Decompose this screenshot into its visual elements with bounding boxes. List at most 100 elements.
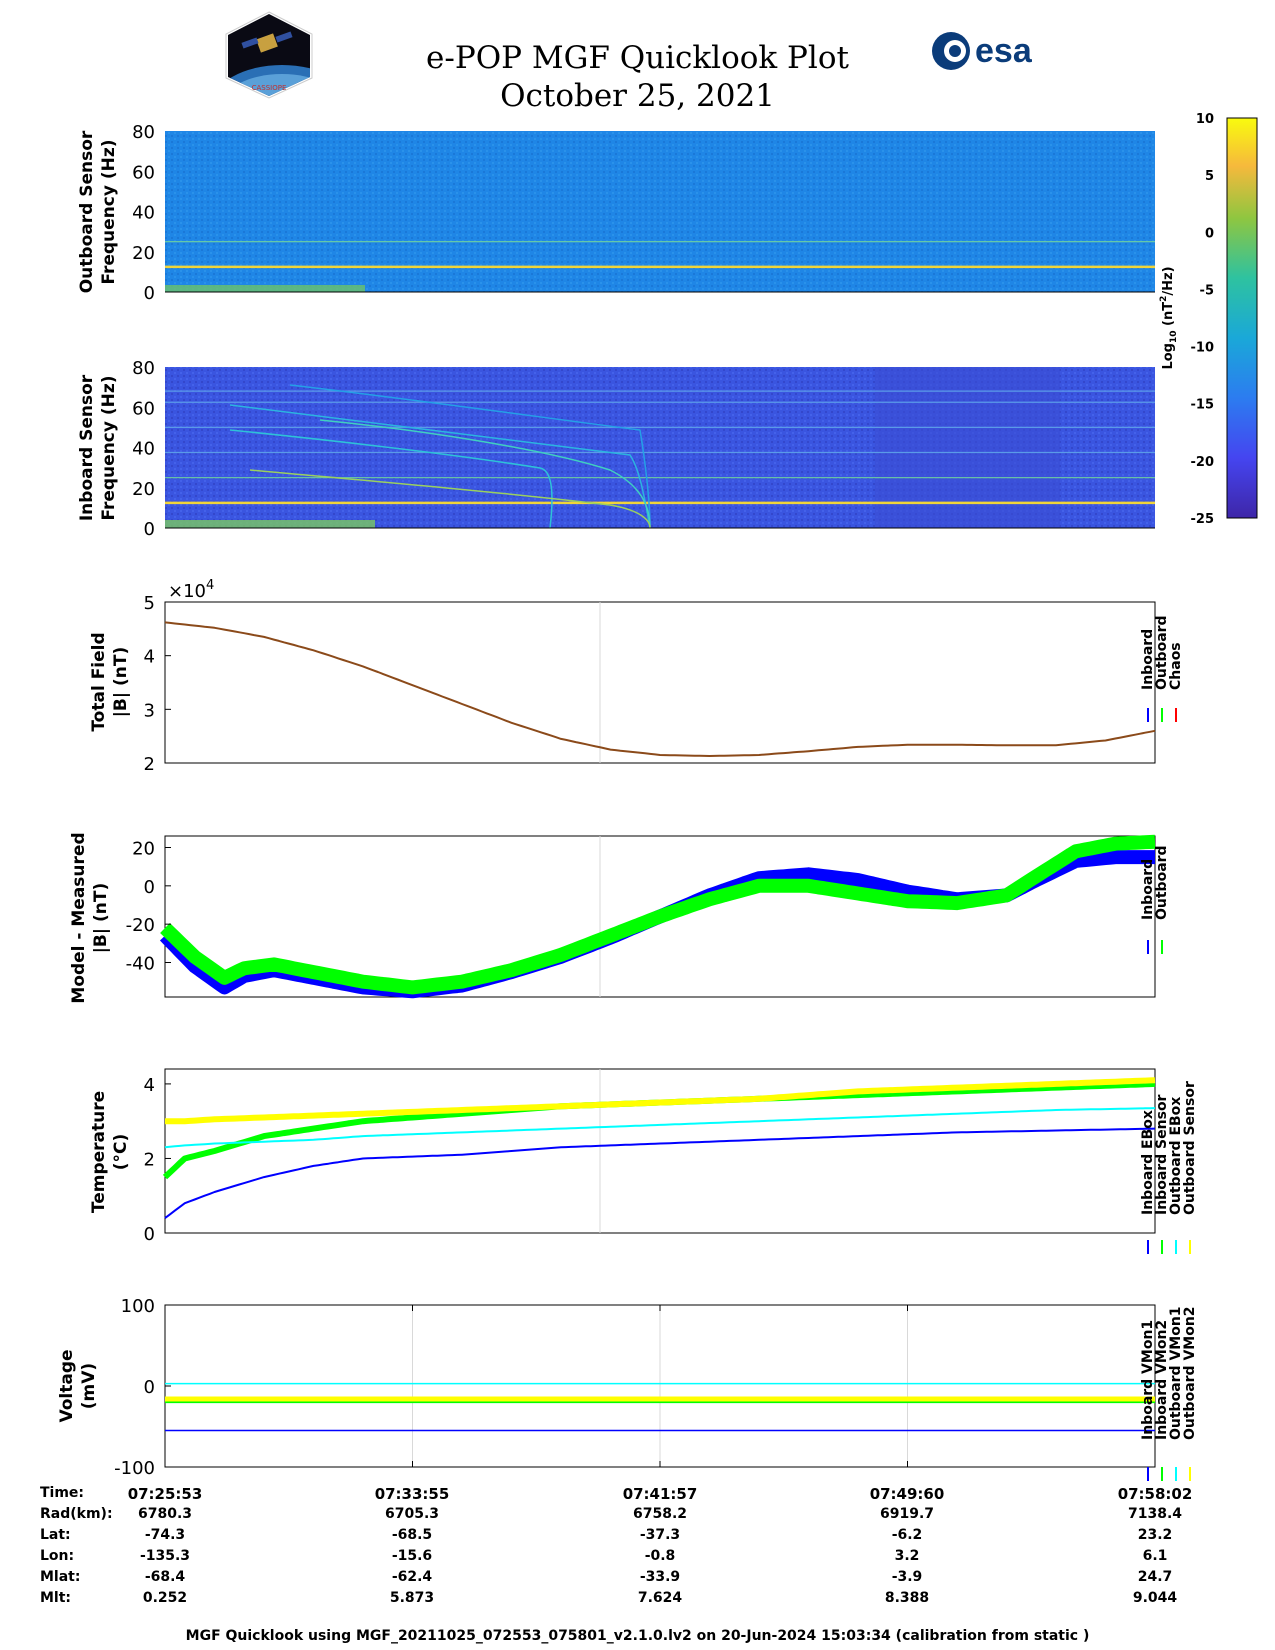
ephem-label-lat: Lat:: [40, 1527, 71, 1543]
ephem-lat-value: -6.2: [891, 1527, 923, 1543]
ephem-time-value: 07:25:53: [127, 1485, 203, 1503]
page-title-line1: e-POP MGF Quicklook Plot: [426, 40, 849, 76]
model-measured-panel: 20 0 -20 -40 Model - Measured |B| (nT) Inbo…: [69, 832, 1170, 1003]
voltage-legend-label: Inboard VMon2: [1154, 1320, 1170, 1440]
esa-logo-text: esa: [975, 32, 1032, 70]
outboard-ytick-label: 20: [132, 243, 155, 264]
total-field-ytick-label: 5: [144, 593, 155, 614]
ephem-mlt-value: 9.044: [1132, 1590, 1178, 1606]
ephem-mlat-value: -33.9: [639, 1569, 681, 1585]
colorbar-tick-label: -10: [1191, 341, 1215, 356]
ephem-rad-value: 7138.4: [1127, 1506, 1183, 1522]
outboard-spectrogram-field: [165, 131, 1155, 292]
inboard-ytick-label: 40: [132, 439, 155, 460]
ephem-time-value: 07:49:60: [869, 1485, 945, 1503]
model-measured-ylabel-line1: Model - Measured: [69, 832, 89, 1003]
ephem-time-value: 07:33:55: [374, 1485, 450, 1503]
ephem-mlt-value: 5.873: [389, 1590, 435, 1606]
cassiope-logo-text: CASSIOPE: [252, 84, 287, 92]
ephem-lon-value: -135.3: [139, 1548, 191, 1564]
colorbar-tick-label: -15: [1191, 398, 1215, 413]
total-field-exponent: ×104: [168, 578, 214, 602]
ephem-mlat-value: -68.4: [144, 1569, 186, 1585]
ephem-lat-value: 23.2: [1137, 1527, 1173, 1543]
voltage-ylabel-line2: (mV): [79, 1363, 99, 1409]
outboard-low-freq-band: [165, 285, 365, 292]
inboard-low-freq-band: [165, 520, 375, 528]
temperature-legend-label: Inboard Sensor: [1154, 1094, 1170, 1215]
outboard-spectrogram: 0 20 40 60 80 Outboard Sensor Frequency (Hz): [77, 122, 1155, 304]
inboard-ylabel-line2: Frequency (Hz): [99, 375, 119, 520]
model-measured-ytick-label: 0: [144, 877, 155, 898]
temperature-panel: 0 2 4 Temperature (°C) Inboard EBoxInboard…: [89, 1068, 1198, 1254]
total-field-legend-label: Chaos: [1168, 642, 1184, 690]
ephem-mlat-value: 24.7: [1137, 1569, 1173, 1585]
total-field-panel: 2 3 4 5 ×104 Total Field |B| (nT) InboardOu…: [89, 578, 1184, 775]
whistler-trace-2: [229, 404, 651, 529]
total-field-legend-label: Inboard: [1140, 629, 1156, 690]
inboard-whistler-traces: [229, 384, 651, 529]
colorbar-label: Log10 (nT2/Hz): [1159, 266, 1179, 369]
model-measured-ytick-label: 20: [132, 839, 155, 860]
voltage-ylabel-line1: Voltage: [57, 1349, 77, 1422]
total-field-legend-label: Outboard: [1154, 615, 1170, 690]
colorbar-tick-label: -25: [1191, 512, 1215, 527]
ephem-mlt-value: 8.388: [884, 1590, 930, 1606]
total-field-axes: [164, 601, 1156, 764]
ephem-lon-value: -15.6: [391, 1548, 433, 1564]
temperature-legend-label: Outboard Sensor: [1182, 1081, 1198, 1215]
colorbar-tick-label: -20: [1191, 455, 1215, 470]
ephem-mlat-value: -3.9: [891, 1569, 923, 1585]
ephem-label-mlt: Mlt:: [40, 1590, 72, 1606]
inboard-spectrogram: 0 20 40 60 80 Inboard Sensor Frequency (Hz): [77, 358, 1155, 540]
voltage-ytick-label: 100: [121, 1296, 155, 1317]
inboard-ytick-label: 0: [144, 519, 155, 540]
ephem-rad-value: 6780.3: [137, 1506, 193, 1522]
inboard-ytick-label: 80: [132, 358, 155, 379]
inboard-quiet-band: [875, 367, 1060, 528]
ephem-lat-value: -74.3: [144, 1527, 186, 1543]
model-measured-legend-label: Inboard: [1140, 859, 1156, 920]
total-field-ylabel-line1: Total Field: [89, 632, 109, 731]
temperature-axes: [164, 1068, 1156, 1234]
temperature-series-3: [165, 1077, 1156, 1125]
model-measured-legend-label: Outboard: [1154, 845, 1170, 920]
model-measured-ylabel-line2: |B| (nT): [91, 883, 111, 954]
voltage-legend-label: Outboard VMon2: [1182, 1306, 1198, 1440]
cassiope-logo: CASSIOPE: [225, 11, 313, 99]
total-field-ytick-label: 3: [144, 700, 155, 721]
ephem-lon-value: -0.8: [644, 1548, 676, 1564]
temperature-ylabel-line2: (°C): [111, 1134, 131, 1171]
whistler-trace-1: [229, 429, 553, 529]
model-measured-series-outboard: [160, 834, 1157, 995]
model-measured-ytick-label: -40: [126, 954, 155, 975]
ephem-lat-value: -37.3: [639, 1527, 681, 1543]
colorbar-tick-label: 10: [1196, 112, 1214, 127]
ephem-rad-value: 6919.7: [879, 1506, 935, 1522]
total-field-ytick-label: 4: [144, 647, 155, 668]
voltage-legend-label: Outboard VMon1: [1168, 1306, 1184, 1440]
colorbar-tick-label: 0: [1205, 226, 1214, 241]
voltage-panel: 100 0 -100 Voltage (mV) Inboard VMon1Inboa…: [57, 1296, 1198, 1481]
temperature-ylabel-line1: Temperature: [89, 1091, 109, 1213]
colorbar: 10 5 0 -5 -10 -15 -20 -25 Log10 (nT2/Hz): [1159, 112, 1258, 527]
ephem-lon-value: 3.2: [894, 1548, 920, 1564]
ephem-label-lon: Lon:: [40, 1548, 75, 1564]
outboard-ytick-label: 0: [144, 283, 155, 304]
ephem-lat-value: -68.5: [391, 1527, 433, 1543]
temperature-series-0: [164, 1127, 1156, 1219]
total-field-ytick-label: 2: [144, 754, 155, 775]
temperature-ytick-label: 4: [144, 1075, 155, 1096]
ephem-mlat-value: -62.4: [391, 1569, 433, 1585]
total-field-ylabel-line2: |B| (nT): [111, 647, 131, 718]
footer-caption: MGF Quicklook using MGF_20211025_072553_…: [185, 1628, 1090, 1644]
ephem-label-rad: Rad(km):: [40, 1506, 113, 1522]
ephem-lon-value: 6.1: [1142, 1548, 1168, 1564]
ephem-time-value: 07:58:02: [1117, 1485, 1193, 1503]
inboard-ytick-label: 20: [132, 479, 155, 500]
temperature-ytick-label: 2: [144, 1149, 155, 1170]
ephem-mlt-value: 7.624: [637, 1590, 683, 1606]
colorbar-gradient: [1226, 117, 1258, 519]
temperature-legend-label: Inboard EBox: [1140, 1110, 1156, 1215]
